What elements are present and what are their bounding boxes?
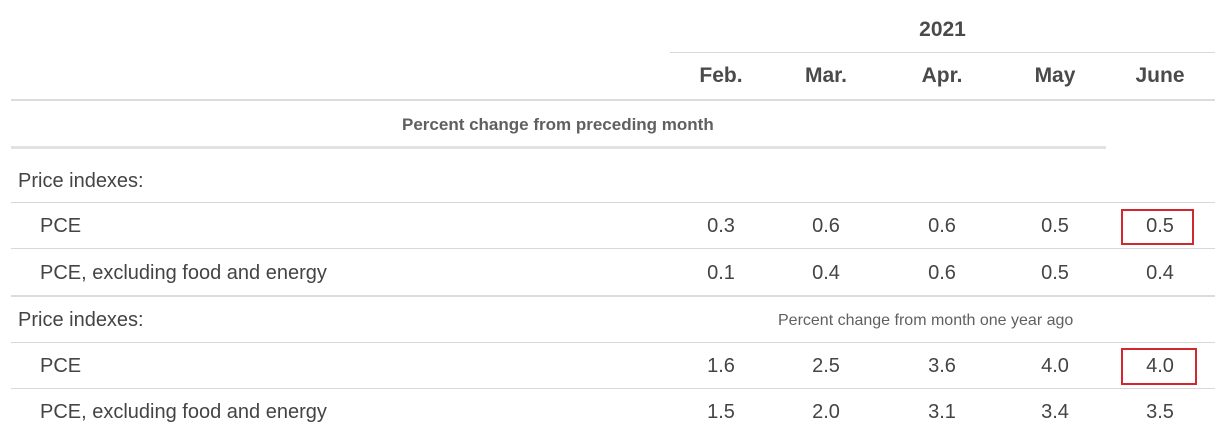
cell: 0.6 [928, 215, 956, 237]
col-header-feb: Feb. [699, 64, 743, 87]
cell: 3.1 [928, 401, 956, 423]
group-label-price-indexes: Price indexes: [18, 170, 144, 192]
cell: 4.0 [1041, 355, 1069, 377]
highlight-box [1121, 348, 1197, 385]
row-divider [11, 202, 1215, 203]
year-header: 2021 [919, 18, 966, 41]
cell: 3.6 [928, 355, 956, 377]
cell: 1.6 [707, 355, 735, 377]
section-note-yoy: Percent change from month one year ago [778, 312, 1074, 329]
row-divider [11, 388, 1215, 389]
cell: 0.5 [1041, 215, 1069, 237]
cell-highlighted: 0.5 [1146, 215, 1174, 237]
cell: 0.6 [812, 215, 840, 237]
cell: 0.6 [928, 262, 956, 284]
cell: 2.0 [812, 401, 840, 423]
row-divider [11, 342, 1215, 343]
cell-highlighted: 4.0 [1146, 355, 1174, 377]
cell: 3.4 [1041, 401, 1069, 423]
header-divider [11, 99, 1215, 101]
cell: 0.4 [812, 262, 840, 284]
row-label-pce-core: PCE, excluding food and energy [40, 262, 327, 284]
row-label-pce: PCE [40, 215, 82, 237]
col-header-apr: Apr. [921, 64, 963, 87]
highlight-box [1121, 209, 1194, 245]
cell: 3.5 [1146, 401, 1174, 423]
cell: 0.1 [707, 262, 735, 284]
year-underline [670, 52, 1215, 53]
row-divider [11, 248, 1215, 249]
col-header-june: June [1135, 64, 1185, 87]
cell: 0.4 [1146, 262, 1174, 284]
row-label-pce-core: PCE, excluding food and energy [40, 401, 327, 423]
col-header-may: May [1034, 64, 1076, 87]
cell: 0.5 [1041, 262, 1069, 284]
col-header-mar: Mar. [804, 64, 848, 87]
cell: 2.5 [812, 355, 840, 377]
section-divider [11, 295, 1215, 297]
cell: 0.3 [707, 215, 735, 237]
section-note-divider [11, 146, 1106, 149]
row-label-pce: PCE [40, 355, 82, 377]
group-label-price-indexes-yoy: Price indexes: [18, 309, 144, 331]
cell: 1.5 [707, 401, 735, 423]
section-note-monthly: Percent change from preceding month [402, 115, 714, 134]
